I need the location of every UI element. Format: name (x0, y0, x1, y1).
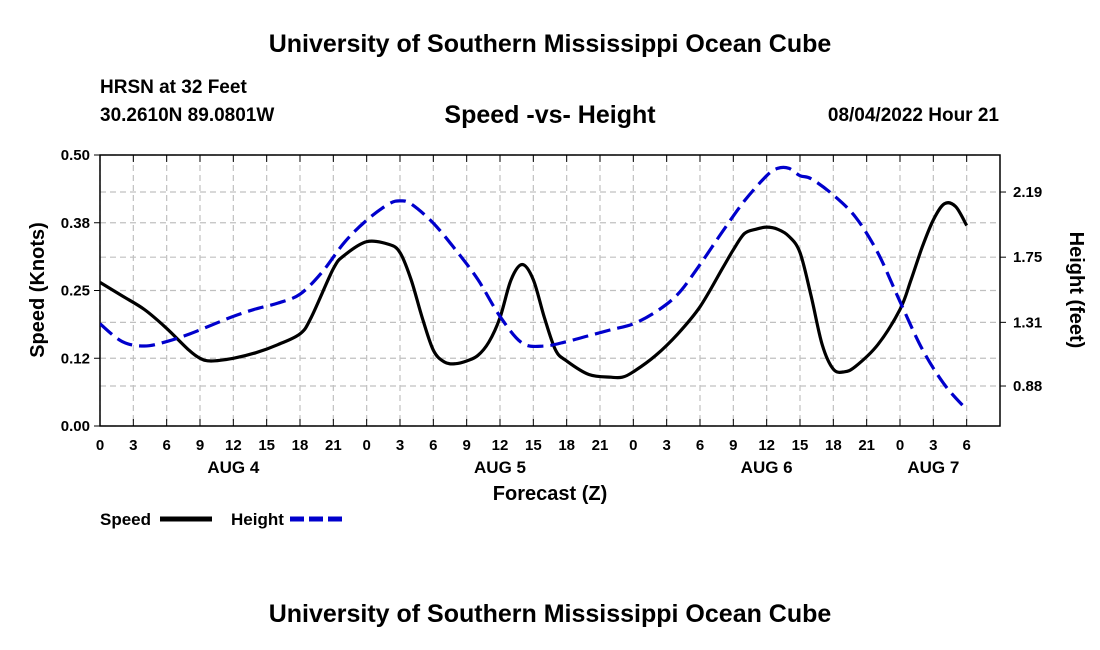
height-series-line (100, 165, 968, 411)
chart-subtitle: Speed -vs- Height (444, 101, 656, 129)
x-tick-label: 18 (292, 437, 309, 454)
speed-height-chart: 0 3 6 9 12 15 18 21 0 3 6 9 12 15 18 21 0 3 6 9 12 15 18 21 0 3 6 0… (27, 147, 1087, 529)
y2-tick-label: 1.31 (1013, 314, 1042, 331)
x-tick-label: 0 (629, 437, 637, 454)
x-tick-label: 3 (662, 437, 670, 454)
series-layer (100, 165, 969, 411)
x-tick-label: 15 (258, 437, 275, 454)
axis-layer: 0 3 6 9 12 15 18 21 0 3 6 9 12 15 18 21 0 3 6 9 12 15 18 21 0 3 6 0… (61, 147, 1042, 477)
x-tick-label: 15 (525, 437, 542, 454)
x-tick-label: 0 (96, 437, 104, 454)
y-tick-label: 0.25 (61, 283, 90, 300)
y-tick-label: 0.12 (61, 350, 90, 367)
legend: Speed Height (100, 510, 342, 529)
coordinates-label: 30.2610N 89.0801W (100, 105, 275, 126)
forecast-datetime: 08/04/2022 Hour 21 (827, 105, 999, 126)
x-tick-label: 21 (858, 437, 875, 454)
x-tick-label: 21 (592, 437, 609, 454)
y2-tick-label: 2.19 (1013, 184, 1042, 201)
x-tick-label: 6 (429, 437, 437, 454)
grid-layer (99, 154, 1000, 427)
x-tick-label: 12 (758, 437, 775, 454)
station-label: HRSN at 32 Feet (100, 77, 247, 98)
y-tick-label: 0.50 (61, 147, 90, 164)
x-tick-label: 15 (792, 437, 809, 454)
x-tick-label: 3 (929, 437, 937, 454)
x-tick-label: 3 (396, 437, 404, 454)
speed-series-line (100, 201, 969, 380)
x-tick-label: 21 (325, 437, 342, 454)
x-tick-label: 3 (129, 437, 137, 454)
y2-tick-label: 0.88 (1013, 378, 1042, 395)
x-tick-label: 18 (825, 437, 842, 454)
y-axis-label: Speed (Knots) (27, 222, 49, 358)
x-tick-label: 12 (225, 437, 242, 454)
x-tick-label: 9 (462, 437, 470, 454)
y2-tick-label: 1.75 (1013, 249, 1042, 266)
main-title: University of Southern Mississippi Ocean… (268, 30, 832, 58)
legend-height-label: Height (231, 510, 284, 529)
day-label: AUG 6 (741, 458, 793, 477)
x-axis-label: Forecast (Z) (493, 483, 607, 505)
x-tick-label: 0 (896, 437, 904, 454)
day-label: AUG 7 (907, 458, 959, 477)
y-tick-label: 0.38 (61, 215, 90, 232)
y-tick-label: 0.00 (61, 418, 90, 435)
x-tick-label: 12 (492, 437, 509, 454)
x-tick-label: 0 (362, 437, 370, 454)
day-label: AUG 5 (474, 458, 526, 477)
x-tick-label: 18 (558, 437, 575, 454)
day-label: AUG 4 (207, 458, 260, 477)
x-tick-label: 9 (729, 437, 737, 454)
x-tick-label: 6 (162, 437, 170, 454)
plot-frame (99, 154, 1001, 427)
x-tick-label: 6 (696, 437, 704, 454)
y2-axis-label: Height (feet) (1065, 232, 1087, 349)
x-tick-label: 6 (962, 437, 970, 454)
legend-speed-label: Speed (100, 510, 151, 529)
footer-title: University of Southern Mississippi Ocean… (268, 600, 832, 628)
x-tick-label: 9 (196, 437, 204, 454)
